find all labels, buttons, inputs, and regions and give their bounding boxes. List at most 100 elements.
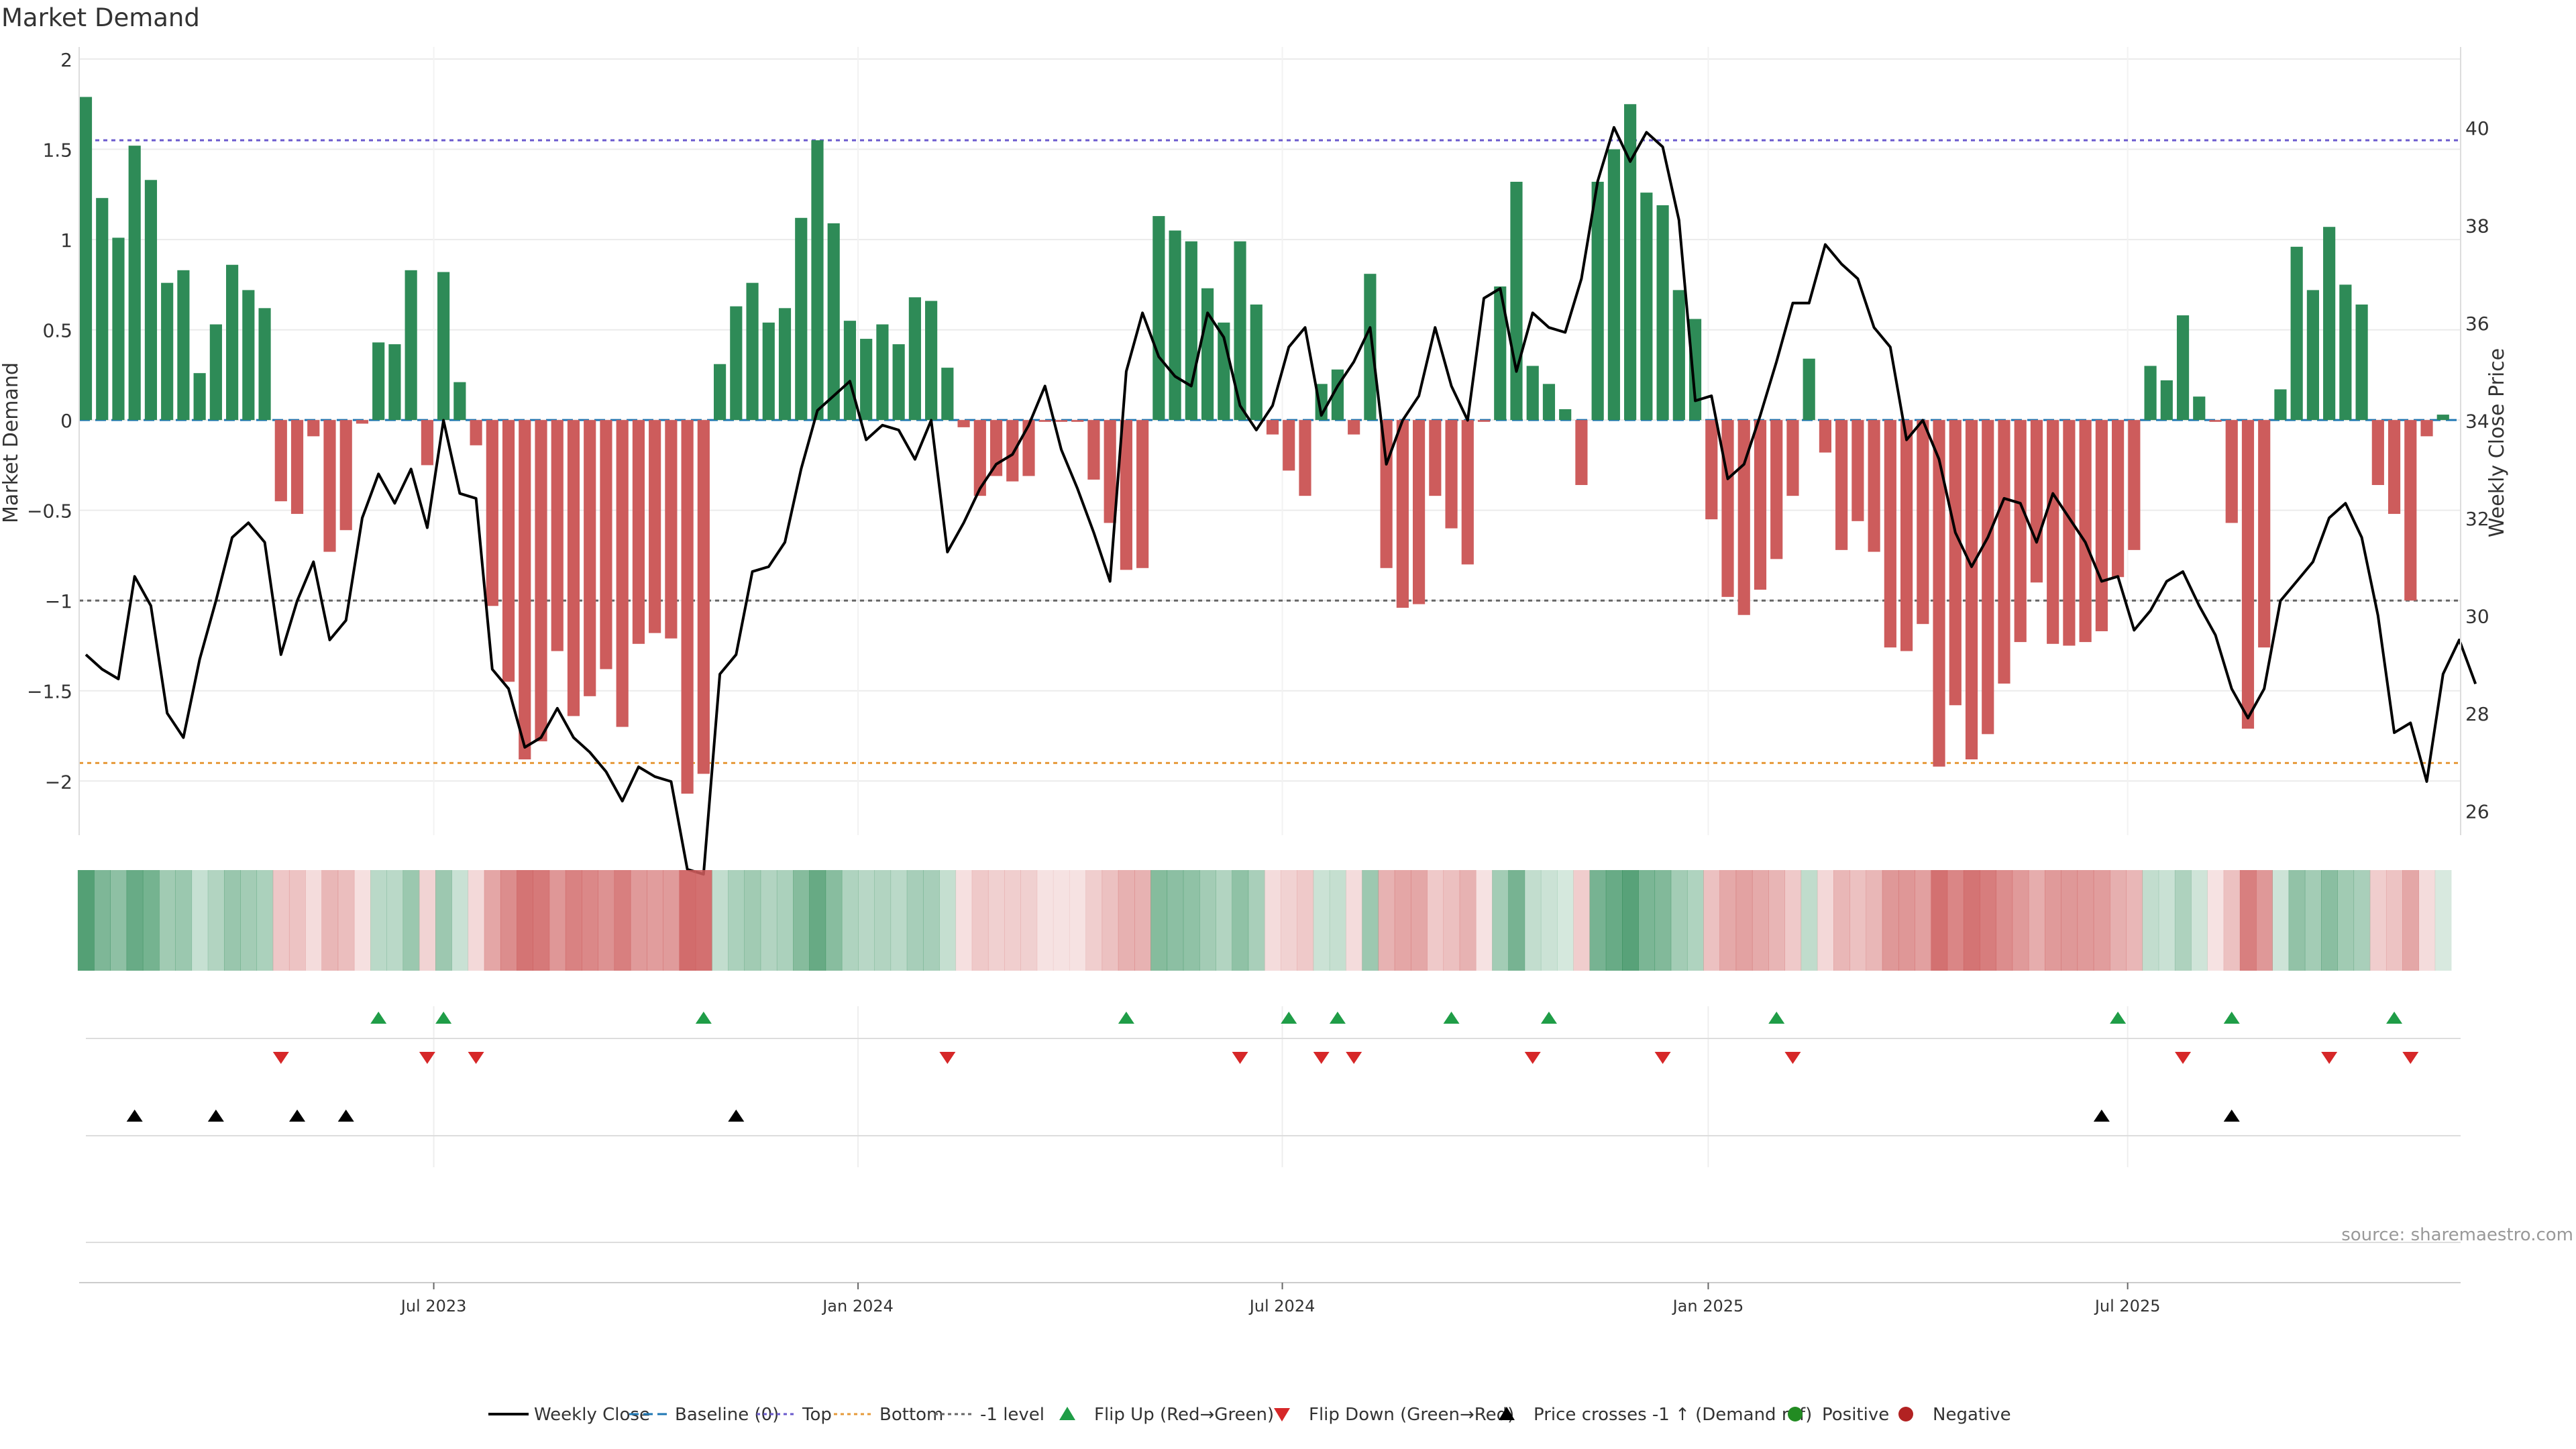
- heat-cell: [711, 870, 729, 971]
- demand-bar: [1152, 216, 1165, 421]
- demand-bar: [209, 324, 222, 421]
- demand-bar: [258, 308, 271, 421]
- demand-bar: [2339, 284, 2352, 421]
- demand-bar: [1803, 358, 1815, 421]
- x-axis: Jul 2023 Jan 2024 Jul 2024 Jan 2025 Jul 2025: [400, 1283, 2160, 1316]
- heat-cell: [1264, 870, 1281, 971]
- demand-bar: [128, 146, 141, 421]
- heat-cell: [94, 870, 111, 971]
- demand-bar: [2371, 420, 2384, 486]
- heat-cell: [1297, 870, 1314, 971]
- heat-cell: [679, 870, 696, 971]
- demand-bar: [1998, 420, 2010, 684]
- demand-bar: [616, 420, 629, 727]
- heat-cell: [760, 870, 777, 971]
- heat-cell: [1980, 870, 1996, 971]
- demand-bar: [1688, 319, 1702, 421]
- demand-bar: [1656, 205, 1669, 421]
- heat-cell: [1346, 870, 1362, 971]
- demand-bar: [1250, 304, 1263, 421]
- heat-cell: [1866, 870, 1883, 971]
- y2-tick-label: 34: [2465, 410, 2489, 432]
- heat-cell: [126, 870, 144, 971]
- heat-cell: [2126, 870, 2143, 971]
- demand-bar: [2047, 420, 2059, 644]
- demand-bar: [632, 420, 645, 644]
- demand-bar: [1087, 420, 1100, 480]
- demand-bar: [161, 282, 174, 421]
- heat-cell: [825, 870, 843, 971]
- y2-tick-label: 30: [2465, 606, 2489, 628]
- demand-bar: [226, 264, 239, 421]
- flip-down-marker: [1524, 1052, 1541, 1064]
- demand-bar: [957, 420, 970, 427]
- heat-cell: [582, 870, 598, 971]
- heat-cell: [744, 870, 761, 971]
- demand-bar: [1429, 420, 1442, 496]
- demand-bar: [1819, 420, 1832, 453]
- heat-cell: [1735, 870, 1753, 971]
- y2-axis: 40 38 36 34 32 30 28 26: [2460, 47, 2489, 835]
- heat-cell: [337, 870, 355, 971]
- heat-cell: [191, 870, 209, 971]
- legend-swatch: [1059, 1407, 1075, 1420]
- heat-cell: [2304, 870, 2322, 971]
- y-axis: 2 1.5 1 0.5 0 −0.5 −1 −1.5 −2: [27, 47, 80, 835]
- y2-tick-label: 38: [2465, 215, 2489, 237]
- demand-bar: [1542, 384, 1556, 421]
- demand-bar: [242, 290, 255, 421]
- heat-cell: [2077, 870, 2094, 971]
- demand-bar: [1672, 290, 1685, 421]
- y2-tick-label: 36: [2465, 313, 2489, 335]
- demand-bar: [1477, 420, 1491, 422]
- heat-cell: [1069, 870, 1086, 971]
- demand-bar: [584, 420, 596, 696]
- y2-tick-label: 26: [2465, 801, 2489, 823]
- y2-tick-label: 28: [2465, 703, 2489, 725]
- heat-cell: [987, 870, 1005, 971]
- heat-cell: [1443, 870, 1460, 971]
- heat-cell: [1118, 870, 1135, 971]
- heat-cell: [386, 870, 404, 971]
- demand-bar: [2436, 415, 2449, 421]
- heat-cell: [858, 870, 875, 971]
- flip-down-marker: [419, 1052, 435, 1064]
- demand-bar: [746, 282, 759, 421]
- heat-cell: [1492, 870, 1509, 971]
- flip-up-marker: [1281, 1012, 1297, 1024]
- heat-cell: [1281, 870, 1297, 971]
- demand-bar: [1640, 193, 1653, 421]
- demand-bar: [1754, 420, 1767, 590]
- demand-bar: [2209, 420, 2222, 422]
- demand-bar: [1234, 241, 1246, 421]
- flip-up-marker: [370, 1012, 387, 1024]
- demand-bar: [567, 420, 580, 716]
- demand-bar: [2387, 420, 2401, 515]
- heat-cell: [1752, 870, 1769, 971]
- demand-bar: [2176, 315, 2190, 421]
- heat-cell: [1898, 870, 1915, 971]
- heat-cell: [890, 870, 908, 971]
- demand-bar: [1494, 286, 1507, 421]
- demand-bar: [193, 373, 206, 421]
- y2-axis-label: Weekly Close Price: [2485, 348, 2509, 537]
- legend-label: Flip Down (Green→Red): [1309, 1405, 1514, 1425]
- heat-cell: [1150, 870, 1168, 971]
- flip-down-marker: [2321, 1052, 2338, 1064]
- x-tick-label: Jul 2024: [1248, 1297, 1316, 1316]
- demand-bar: [453, 382, 466, 421]
- demand-bar: [79, 97, 93, 421]
- demand-bar: [1006, 420, 1019, 482]
- heat-cell: [1216, 870, 1233, 971]
- demand-bar: [2095, 420, 2108, 631]
- heat-cell: [402, 870, 420, 971]
- flip-down-marker: [1654, 1052, 1671, 1064]
- demand-bar: [1705, 420, 1718, 520]
- heat-cell: [272, 870, 290, 971]
- heat-cell: [2321, 870, 2338, 971]
- demand-bar: [876, 324, 889, 421]
- demand-bar: [795, 217, 808, 421]
- demand-bar: [730, 306, 743, 421]
- demand-bar: [827, 223, 840, 421]
